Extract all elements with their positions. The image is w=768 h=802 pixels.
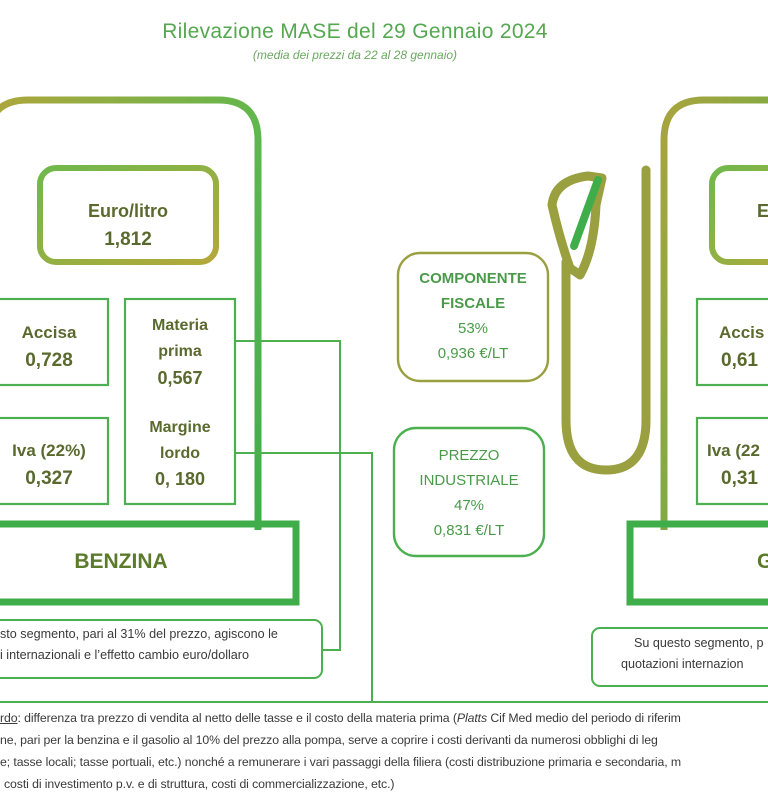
industrial-badge-box — [392, 426, 546, 558]
right-iva-value: 0,31 — [721, 468, 758, 489]
nozzle-hose — [561, 165, 651, 475]
left-margine-label-2: lordo — [160, 445, 200, 462]
left-price-label: Euro/litro — [88, 201, 168, 221]
footer-term: rdo — [0, 711, 18, 725]
left-margine-label-1: Margine — [149, 419, 211, 436]
fiscal-badge-pct: 53% — [457, 320, 489, 337]
left-price-value: 1,812 — [104, 229, 152, 250]
right-product-label: G — [757, 550, 768, 573]
fiscal-badge-line1: COMPONENTE — [419, 270, 527, 287]
left-pump-outline — [0, 96, 262, 530]
industrial-badge-line1: PREZZO — [438, 447, 500, 464]
nozzle-handle — [547, 171, 607, 280]
right-note-box — [591, 627, 768, 687]
industrial-badge-line2: INDUSTRIALE — [419, 472, 519, 489]
page-title: Rilevazione MASE del 29 Gennaio 2024 — [162, 20, 548, 43]
right-pump-outline — [660, 96, 768, 530]
footer-line2: ne, pari per la benzina e il gasolio al … — [0, 733, 658, 747]
right-note-line1: Su questo segmento, p — [634, 636, 764, 650]
page-subtitle: (media dei prezzi da 22 al 28 gennaio) — [252, 48, 458, 62]
left-pump-base — [0, 520, 300, 606]
left-price-window — [37, 165, 219, 265]
left-accisa-label: Accisa — [21, 323, 77, 342]
right-pump-base — [626, 520, 768, 606]
right-note-line2: quotazioni internazion — [621, 657, 744, 671]
right-price-label: E — [757, 201, 768, 221]
right-accisa-value: 0,61 — [721, 350, 758, 371]
left-materia-label-1: Materia — [151, 317, 209, 334]
right-accisa-label: Accis — [719, 323, 765, 342]
footer-line1: rdo: differenza tra prezzo di vendita al… — [0, 711, 681, 725]
left-product-label: BENZINA — [74, 550, 168, 573]
left-materia-label-2: prima — [158, 343, 202, 360]
left-note-line2: i internazionali e l’effetto cambio euro… — [0, 648, 249, 662]
fiscal-badge-line2: FISCALE — [440, 295, 506, 312]
left-accisa-value: 0,728 — [25, 350, 73, 371]
footer-line3: e; tasse locali; tasse portuali, etc.) n… — [0, 755, 682, 769]
left-iva-label: Iva (22%) — [12, 441, 86, 460]
footer-line4: costi di investimento p.v. e di struttur… — [4, 777, 395, 791]
left-iva-value: 0,327 — [25, 468, 73, 489]
left-note-line1: sto segmento, pari al 31% del prezzo, ag… — [0, 627, 278, 641]
fiscal-badge-price: 0,936 €/LT — [437, 345, 509, 362]
industrial-badge-price: 0,831 €/LT — [433, 522, 505, 539]
fiscal-badge-box — [396, 251, 550, 383]
left-margine-value: 0, 180 — [154, 469, 206, 489]
right-iva-label: Iva (22 — [707, 441, 760, 460]
right-price-window — [709, 165, 768, 265]
left-materia-value: 0,567 — [157, 368, 203, 388]
industrial-badge-pct: 47% — [453, 497, 485, 514]
